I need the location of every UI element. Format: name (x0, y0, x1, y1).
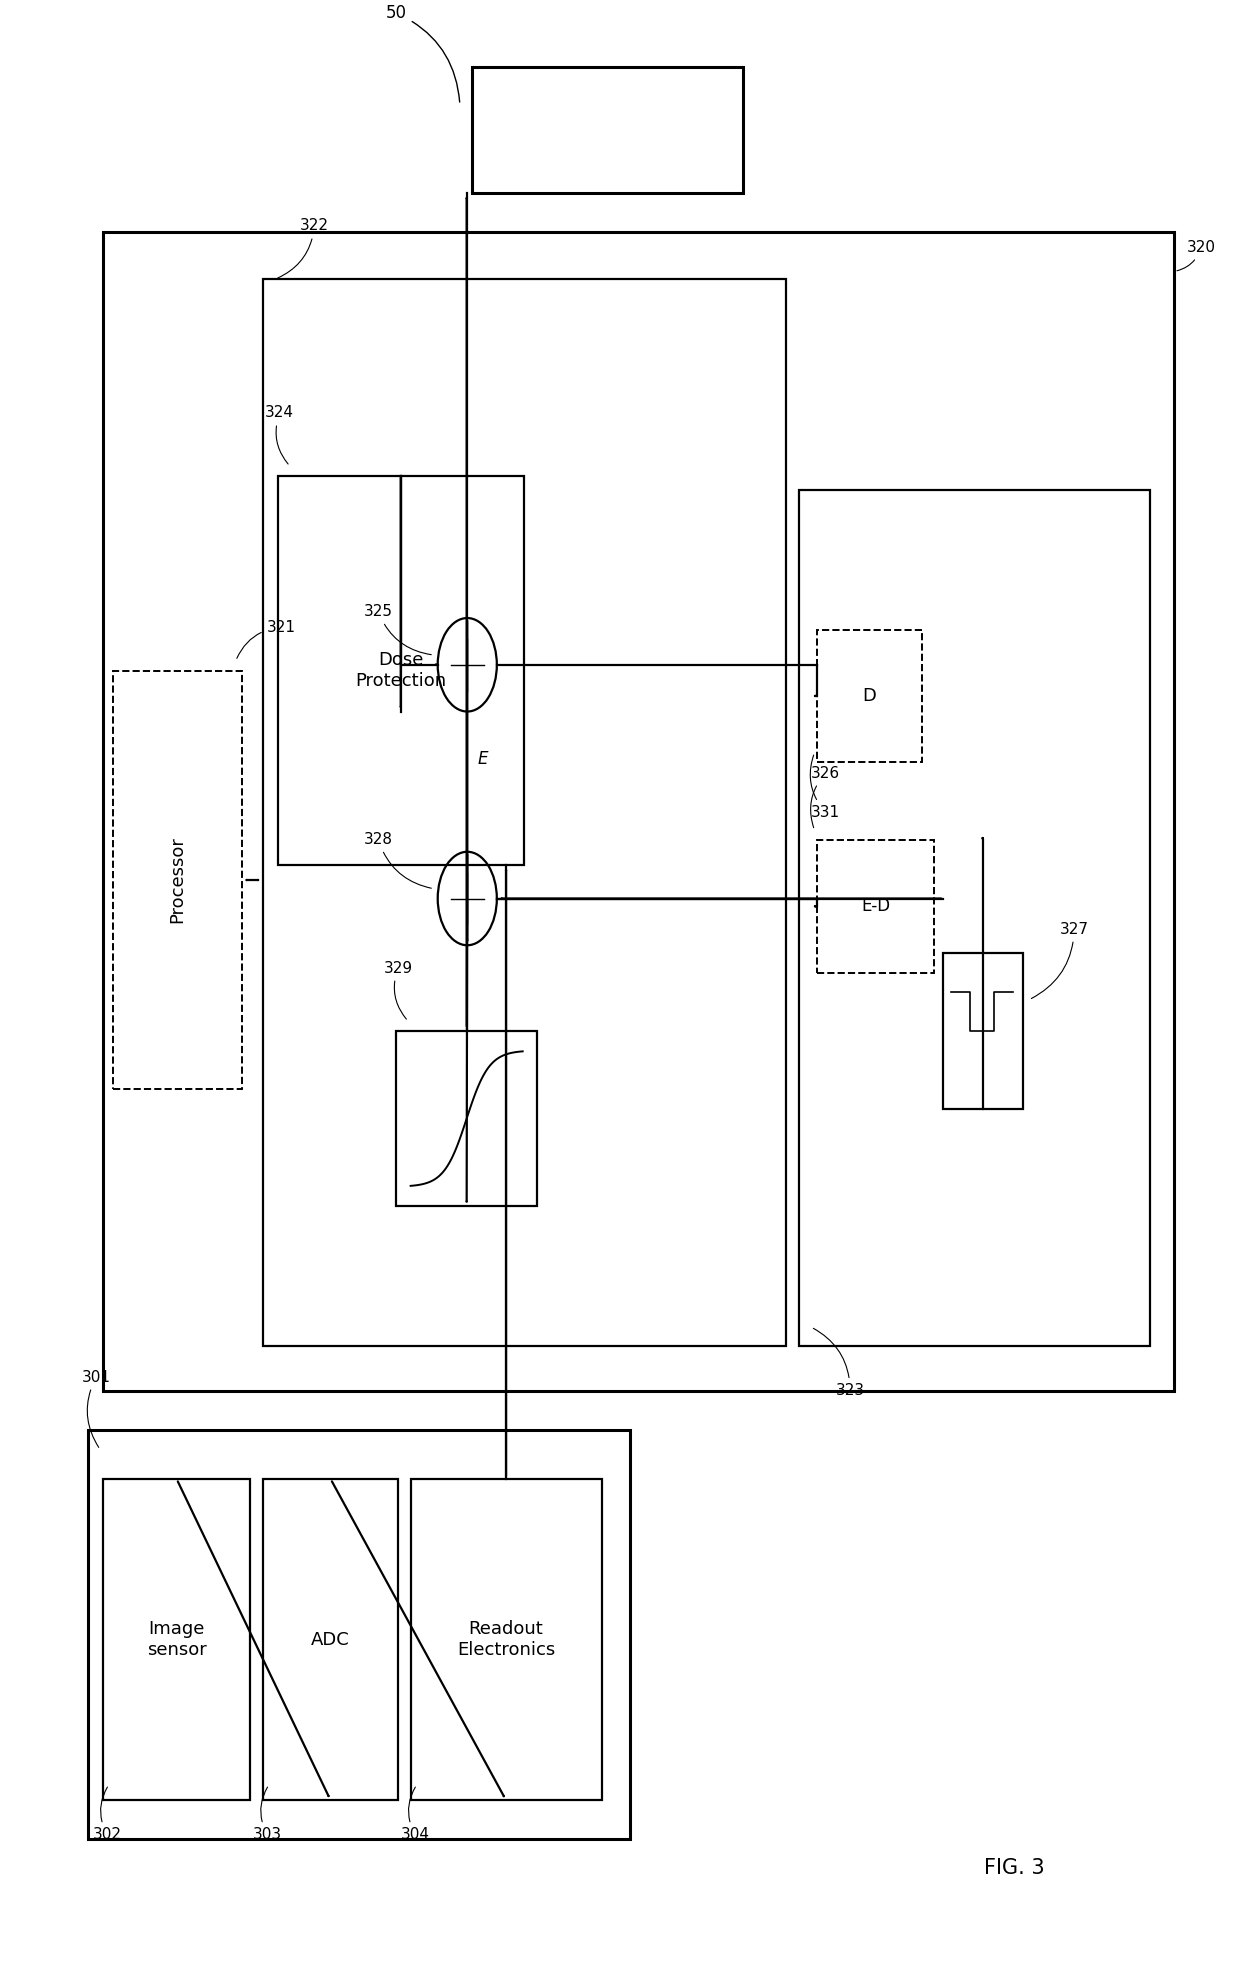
Text: 325: 325 (363, 605, 432, 654)
Bar (103, 1479, 250, 1801)
Text: Processor: Processor (169, 837, 186, 924)
Text: 321: 321 (237, 621, 295, 658)
Text: D: D (863, 688, 877, 705)
Bar (472, 67, 743, 193)
Text: 324: 324 (265, 406, 294, 465)
Text: 301: 301 (82, 1369, 110, 1448)
Text: 328: 328 (363, 831, 432, 888)
Bar (817, 630, 921, 762)
Text: 320: 320 (1177, 240, 1215, 270)
Text: 329: 329 (383, 961, 413, 1018)
Text: 326: 326 (811, 766, 839, 827)
Text: FIG. 3: FIG. 3 (983, 1858, 1044, 1877)
Bar (817, 839, 934, 973)
Bar (263, 280, 786, 1346)
Bar (278, 477, 525, 865)
Bar (103, 232, 1174, 1391)
Text: 327: 327 (1032, 922, 1089, 999)
Text: E: E (477, 751, 487, 768)
Text: 50: 50 (386, 4, 460, 102)
Text: 331: 331 (810, 755, 839, 820)
Text: 323: 323 (813, 1328, 864, 1399)
Bar (942, 953, 1023, 1109)
Text: 322: 322 (278, 219, 329, 278)
Bar (396, 1030, 537, 1206)
Bar (263, 1479, 398, 1801)
Text: Image
sensor: Image sensor (146, 1619, 207, 1659)
Text: Dose
Protection: Dose Protection (355, 652, 446, 690)
Bar (410, 1479, 601, 1801)
Bar (113, 670, 242, 1089)
Text: 302: 302 (93, 1787, 122, 1842)
Text: Readout
Electronics: Readout Electronics (458, 1619, 556, 1659)
Text: 303: 303 (253, 1787, 281, 1842)
Text: ADC: ADC (311, 1631, 350, 1649)
Text: 304: 304 (401, 1787, 430, 1842)
Bar (799, 489, 1149, 1346)
Text: E-D: E-D (861, 896, 890, 916)
Bar (88, 1430, 630, 1840)
